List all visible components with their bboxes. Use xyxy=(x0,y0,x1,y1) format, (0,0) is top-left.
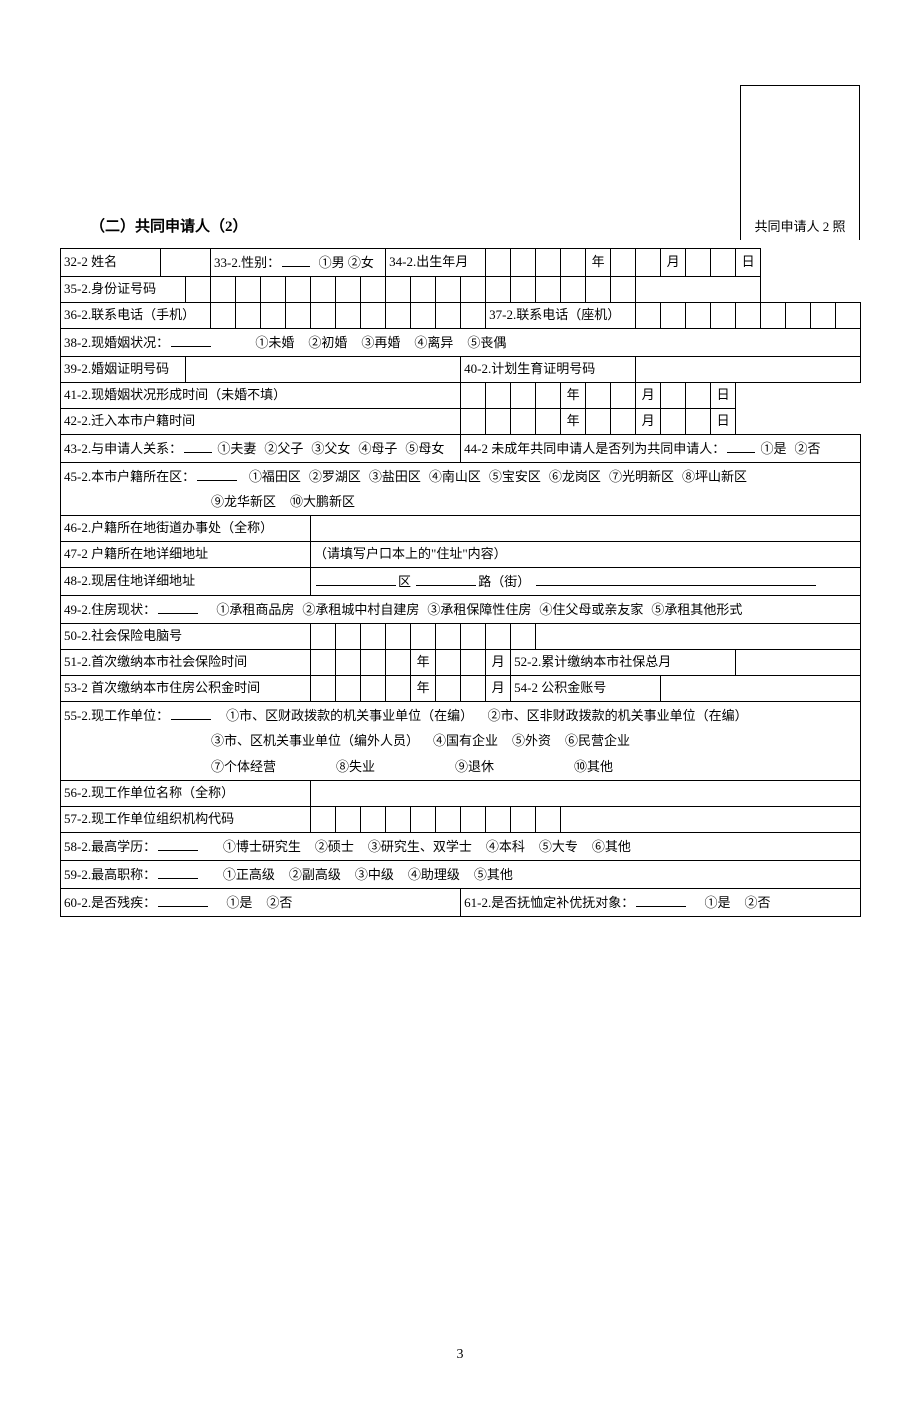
birth-d2[interactable] xyxy=(711,249,736,277)
row-disability: 60-2.是否残疾： ①是②否 61-2.是否抚恤定补优抚对象： ①是②否 xyxy=(61,889,861,917)
birth-y1[interactable] xyxy=(486,249,511,277)
label-49: 49-2.住房现状： ①承租商品房②承租城中村自建房③承租保障性住房④住父母或亲… xyxy=(61,595,861,623)
label-61: 61-2.是否抚恤定补优抚对象： ①是②否 xyxy=(461,889,861,917)
row-id-number: 35-2.身份证号码 xyxy=(61,276,861,302)
label-59: 59-2.最高职称： ①正高级②副高级③中级④助理级⑤其他 xyxy=(61,861,861,889)
label-47: 47-2 户籍所在地详细地址 xyxy=(61,542,311,568)
birth-y3[interactable] xyxy=(536,249,561,277)
field-name[interactable] xyxy=(161,249,211,277)
row-street-office: 46-2.户籍所在地街道办事处（全称） xyxy=(61,516,861,542)
label-51: 51-2.首次缴纳本市社会保险时间 xyxy=(61,649,311,675)
label-55: 55-2.现工作单位： ①市、区财政拨款的机关事业单位（在编） ②市、区非财政拨… xyxy=(61,701,861,728)
label-54: 54-2 公积金账号 xyxy=(511,675,661,701)
label-46: 46-2.户籍所在地街道办事处（全称） xyxy=(61,516,311,542)
label-42: 42-2.迁入本市户籍时间 xyxy=(61,408,461,434)
birth-y4[interactable] xyxy=(561,249,586,277)
label-37: 37-2.联系电话（座机） xyxy=(486,302,636,328)
field-work-unit-name[interactable] xyxy=(311,781,861,807)
row-work-unit-type-2: ③市、区机关事业单位（编外人员）④国有企业⑤外资⑥民营企业 xyxy=(61,729,861,755)
field-registered-address[interactable]: （请填写户口本上的"住址"内容） xyxy=(311,542,861,568)
label-50: 50-2.社会保险电脑号 xyxy=(61,623,311,649)
label-32: 32-2 姓名 xyxy=(61,249,161,277)
row-education: 58-2.最高学历： ①博士研究生②硕士③研究生、双学士④本科⑤大专⑥其他 xyxy=(61,833,861,861)
field-marriage-cert[interactable] xyxy=(186,356,461,382)
row-housing-fund: 53-2 首次缴纳本市住房公积金时间 年 月 54-2 公积金账号 xyxy=(61,675,861,701)
page-number: 3 xyxy=(60,1347,860,1363)
label-38: 38-2.现婚姻状况： ①未婚②初婚③再婚④离异⑤丧偶 xyxy=(61,328,861,356)
page-container: 共同申请人 2 照 （二）共同申请人（2） 32-2 姓名 33-2.性别： ①… xyxy=(0,0,920,1403)
row-housing-status: 49-2.住房现状： ①承租商品房②承租城中村自建房③承租保障性住房④住父母或亲… xyxy=(61,595,861,623)
row-residency-date: 42-2.迁入本市户籍时间 年 月 日 xyxy=(61,408,861,434)
label-40: 40-2.计划生育证明号码 xyxy=(461,356,636,382)
birth-year-suffix: 年 xyxy=(586,249,611,277)
row-job-title: 59-2.最高职称： ①正高级②副高级③中级④助理级⑤其他 xyxy=(61,861,861,889)
row-first-social-insurance: 51-2.首次缴纳本市社会保险时间 年 月 52-2.累计缴纳本市社保总月 xyxy=(61,649,861,675)
label-48: 48-2.现居住地详细地址 xyxy=(61,568,311,596)
birth-m1[interactable] xyxy=(611,249,636,277)
row-work-unit-type-3: ⑦个体经营⑧失业⑨退休⑩其他 xyxy=(61,755,861,781)
row-current-address: 48-2.现居住地详细地址 区 路（街） xyxy=(61,568,861,596)
label-58: 58-2.最高学历： ①博士研究生②硕士③研究生、双学士④本科⑤大专⑥其他 xyxy=(61,833,861,861)
row-marital-status: 38-2.现婚姻状况： ①未婚②初婚③再婚④离异⑤丧偶 xyxy=(61,328,861,356)
photo-placeholder: 共同申请人 2 照 xyxy=(740,85,860,240)
field-family-planning-cert[interactable] xyxy=(636,356,861,382)
label-35: 35-2.身份证号码 xyxy=(61,276,186,302)
label-45: 45-2.本市户籍所在区： ①福田区②罗湖区③盐田区④南山区⑤宝安区⑥龙岗区⑦光… xyxy=(61,462,861,489)
label-41: 41-2.现婚姻状况形成时间（未婚不填） xyxy=(61,382,461,408)
row-district-2: ⑨龙华新区⑩大鹏新区 xyxy=(61,490,861,516)
birth-month-suffix: 月 xyxy=(661,249,686,277)
row-work-unit-type: 55-2.现工作单位： ①市、区财政拨款的机关事业单位（在编） ②市、区非财政拨… xyxy=(61,701,861,728)
row-name-gender-birth: 32-2 姓名 33-2.性别： ①男 ②女 34-2.出生年月 年 月 日 xyxy=(61,249,861,277)
row-phone: 36-2.联系电话（手机） 37-2.联系电话（座机） xyxy=(61,302,861,328)
birth-y2[interactable] xyxy=(511,249,536,277)
row-registered-address: 47-2 户籍所在地详细地址 （请填写户口本上的"住址"内容） xyxy=(61,542,861,568)
field-current-address[interactable]: 区 路（街） xyxy=(311,568,861,596)
label-52: 52-2.累计缴纳本市社保总月 xyxy=(511,649,736,675)
application-form-table: 32-2 姓名 33-2.性别： ①男 ②女 34-2.出生年月 年 月 日 3… xyxy=(60,248,861,917)
field-street-office[interactable] xyxy=(311,516,861,542)
row-district: 45-2.本市户籍所在区： ①福田区②罗湖区③盐田区④南山区⑤宝安区⑥龙岗区⑦光… xyxy=(61,462,861,489)
photo-caption: 共同申请人 2 照 xyxy=(754,219,845,234)
label-44: 44-2 未成年共同申请人是否列为共同申请人： ①是②否 xyxy=(461,434,861,462)
row-marital-date: 41-2.现婚姻状况形成时间（未婚不填） 年 月 日 xyxy=(61,382,861,408)
row-org-code: 57-2.现工作单位组织机构代码 xyxy=(61,807,861,833)
label-60: 60-2.是否残疾： ①是②否 xyxy=(61,889,461,917)
label-53: 53-2 首次缴纳本市住房公积金时间 xyxy=(61,675,311,701)
birth-day-suffix: 日 xyxy=(736,249,761,277)
label-39: 39-2.婚姻证明号码 xyxy=(61,356,186,382)
row-marriage-cert: 39-2.婚姻证明号码 40-2.计划生育证明号码 xyxy=(61,356,861,382)
field-fund-account[interactable] xyxy=(661,675,861,701)
label-33: 33-2.性别： ①男 ②女 xyxy=(211,249,386,277)
birth-m2[interactable] xyxy=(636,249,661,277)
row-relationship: 43-2.与申请人关系： ①夫妻②父子③父女④母子⑤母女 44-2 未成年共同申… xyxy=(61,434,861,462)
label-36: 36-2.联系电话（手机） xyxy=(61,302,211,328)
label-34: 34-2.出生年月 xyxy=(386,249,486,277)
label-56: 56-2.现工作单位名称（全称） xyxy=(61,781,311,807)
row-social-insurance-id: 50-2.社会保险电脑号 xyxy=(61,623,861,649)
birth-d1[interactable] xyxy=(686,249,711,277)
label-43: 43-2.与申请人关系： ①夫妻②父子③父女④母子⑤母女 xyxy=(61,434,461,462)
field-total-months[interactable] xyxy=(736,649,861,675)
row-work-unit-name: 56-2.现工作单位名称（全称） xyxy=(61,781,861,807)
label-57: 57-2.现工作单位组织机构代码 xyxy=(61,807,311,833)
